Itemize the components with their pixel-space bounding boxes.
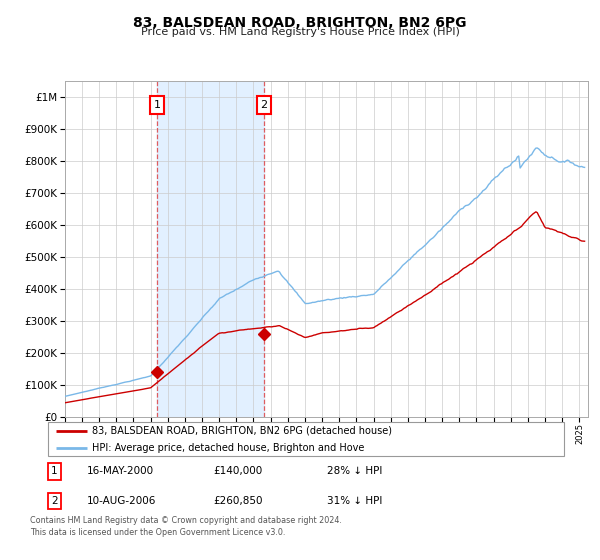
Text: 83, BALSDEAN ROAD, BRIGHTON, BN2 6PG (detached house): 83, BALSDEAN ROAD, BRIGHTON, BN2 6PG (de… <box>92 426 392 436</box>
FancyBboxPatch shape <box>48 422 564 456</box>
Text: 2: 2 <box>51 496 58 506</box>
Text: 10-AUG-2006: 10-AUG-2006 <box>86 496 156 506</box>
Text: Contains HM Land Registry data © Crown copyright and database right 2024.
This d: Contains HM Land Registry data © Crown c… <box>30 516 342 537</box>
Text: £140,000: £140,000 <box>213 466 262 477</box>
Bar <box>157 81 264 417</box>
Text: HPI: Average price, detached house, Brighton and Hove: HPI: Average price, detached house, Brig… <box>92 443 364 453</box>
Text: 31% ↓ HPI: 31% ↓ HPI <box>326 496 382 506</box>
Text: 28% ↓ HPI: 28% ↓ HPI <box>326 466 382 477</box>
Text: Price paid vs. HM Land Registry's House Price Index (HPI): Price paid vs. HM Land Registry's House … <box>140 27 460 37</box>
Text: 1: 1 <box>154 100 160 110</box>
Text: 83, BALSDEAN ROAD, BRIGHTON, BN2 6PG: 83, BALSDEAN ROAD, BRIGHTON, BN2 6PG <box>133 16 467 30</box>
Text: 16-MAY-2000: 16-MAY-2000 <box>86 466 154 477</box>
Text: £260,850: £260,850 <box>213 496 263 506</box>
Text: 2: 2 <box>260 100 268 110</box>
Text: 1: 1 <box>51 466 58 477</box>
